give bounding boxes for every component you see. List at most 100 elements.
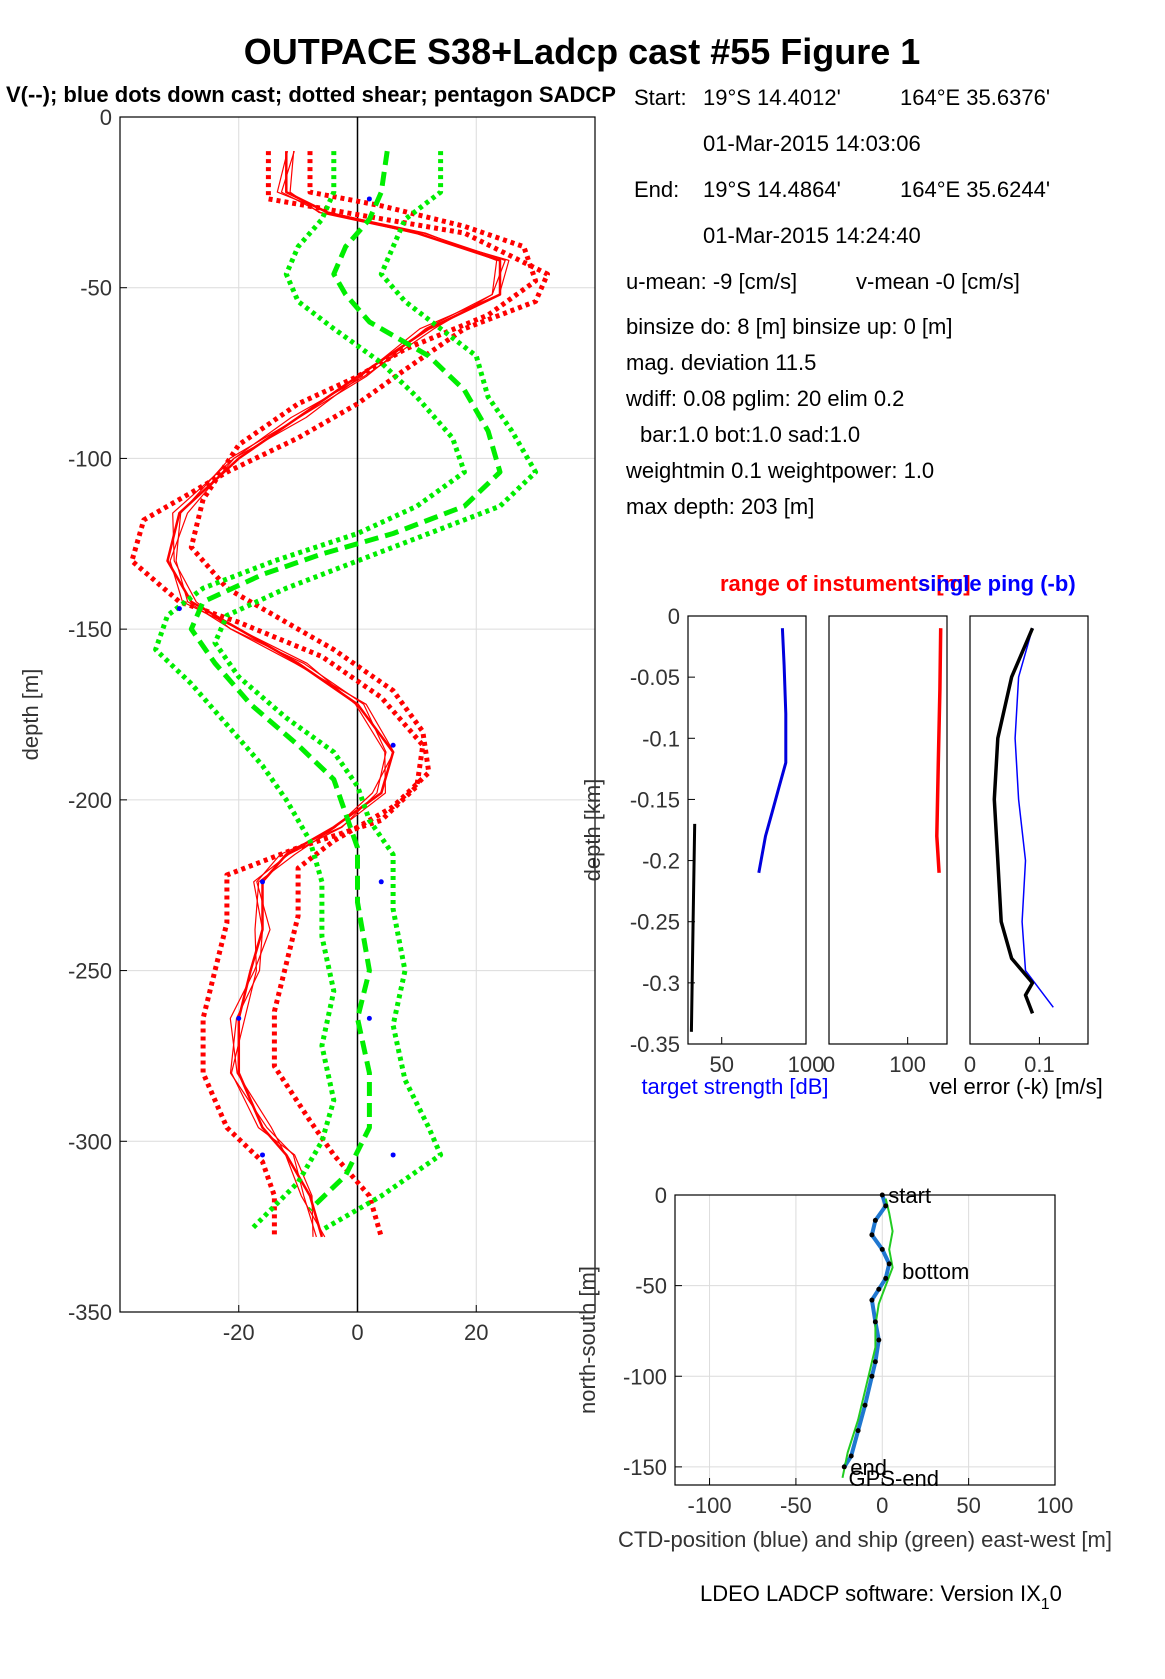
position-dot [869,1297,875,1303]
series-line [166,151,502,1238]
position-axes: -100 -50 0 50 100 0 -50 -100 -150 CTD-position (b… [575,1183,1112,1552]
downcast-dot [390,1152,396,1158]
x-tick-label: -100 [688,1493,732,1518]
y-tick-label: -100 [623,1364,667,1389]
target-strength-label: target strength [dB] [641,1074,828,1099]
series-line [188,151,539,1238]
info-v-mean: v-mean -0 [cm/s] [856,269,1020,294]
position-label: GPS-end [849,1466,940,1491]
series-line [992,627,1035,1015]
series-line [188,150,503,1212]
plot-area [829,616,947,1044]
y-tick-label: -50 [80,276,112,301]
footer-sub: 1 [1041,1596,1050,1613]
range-axes: 0 100 [823,615,948,1077]
info-weight: weightmin 0.1 weightpower: 1.0 [625,458,934,483]
y-tick-label: 0 [655,1183,667,1208]
info-start-time: 01-Mar-2015 14:03:06 [703,131,921,156]
y-tick-label: -100 [68,446,112,471]
plot-area [970,616,1088,1044]
x-tick-label: -50 [780,1493,812,1518]
info-end-time: 01-Mar-2015 14:24:40 [703,223,921,248]
position-dot [841,1464,847,1470]
figure-title: OUTPACE S38+Ladcp cast #55 Figure 1 [244,31,921,72]
y-tick-label: -0.3 [642,971,680,996]
position-dot [872,1319,878,1325]
downcast-dot [260,1152,265,1158]
position-dot [879,1246,885,1252]
y-axis-label: depth [m] [18,669,43,761]
x-tick-label: 0.1 [1024,1052,1055,1077]
downcast-dot [390,742,396,748]
y-tick-label: -0.1 [642,726,680,751]
info-u-mean: u-mean: -9 [cm/s] [626,269,797,294]
range-title: range of instuments [m] [720,571,971,596]
y-tick-label: -200 [68,788,112,813]
position-dot [848,1453,854,1459]
info-end-label: End: [634,177,679,202]
y-tick-label: -150 [623,1455,667,1480]
series-line [153,151,467,1232]
series-line [212,151,539,1233]
y-tick-label: -0.25 [630,910,680,935]
footer-text: LDEO LADCP software: Version IX [700,1581,1041,1606]
series-line [1014,627,1054,1008]
y-tick-label: -250 [68,959,112,984]
x-tick-label: 50 [709,1052,733,1077]
x-tick-label: 0 [876,1493,888,1518]
position-dot [883,1275,889,1281]
series-line [175,150,506,1238]
position-dot [876,1286,882,1292]
info-end-lat: 19°S 14.4864' [703,177,841,202]
plot-area [675,1195,1055,1485]
axes-frame [674,1194,1056,1486]
axes-frame [969,615,1089,1045]
downcast-dot [236,1015,242,1021]
position-label: bottom [902,1259,969,1284]
series-line [935,628,943,873]
axes-frame [119,116,596,1313]
position-dot [883,1203,889,1209]
position-dot [886,1261,892,1267]
info-start-lat: 19°S 14.4012' [703,85,841,110]
target-strength-axes: 50 100 0 -0.05 -0.1 -0.15 -0.2 -0.25 -0.3 -0.35 de… [580,604,824,1077]
downcast-dot [366,1015,372,1021]
y-axis-label: north-south [m] [575,1266,600,1414]
x-tick-label: 100 [788,1052,825,1077]
plot-area [688,616,806,1044]
footer-end: 0 [1050,1581,1062,1606]
series-line [169,150,498,1238]
y-tick-label: -300 [68,1129,112,1154]
position-dot [855,1428,861,1434]
series-line [129,151,550,1237]
x-tick-label: 20 [464,1320,488,1345]
downcast-dot [176,606,182,612]
axes-frame [828,615,948,1045]
axes-frame [687,615,807,1045]
x-tick-label: 50 [956,1493,980,1518]
info-start-lon: 164°E 35.6376' [900,85,1050,110]
y-tick-label: -0.2 [642,849,680,874]
vel-error-axes: 0 0.1 [964,615,1089,1077]
position-dot [872,1217,878,1223]
vel-error-label: vel error (-k) [m/s] [929,1074,1103,1099]
x-tick-label: -20 [223,1320,255,1345]
info-bar: bar:1.0 bot:1.0 sad:1.0 [640,422,860,447]
y-axis-label: depth [km] [580,779,605,882]
y-tick-label: -0.35 [630,1032,680,1057]
y-tick-label: -50 [635,1274,667,1299]
x-axis-label: CTD-position (blue) and ship (green) eas… [618,1527,1112,1552]
info-start-label: Start: [634,85,687,110]
info-max-depth: max depth: 203 [m] [626,494,814,519]
y-tick-label: -150 [68,617,112,642]
position-dot [872,1359,878,1365]
position-label: end [850,1455,887,1480]
position-dot [869,1373,875,1379]
x-tick-label: 100 [889,1052,926,1077]
info-wdiff: wdiff: 0.08 pglim: 20 elim 0.2 [625,386,904,411]
y-tick-label: -350 [68,1300,112,1325]
single-ping-title: single ping (-b) [918,571,1076,596]
series-line [757,628,788,874]
x-tick-label: 100 [1037,1493,1074,1518]
